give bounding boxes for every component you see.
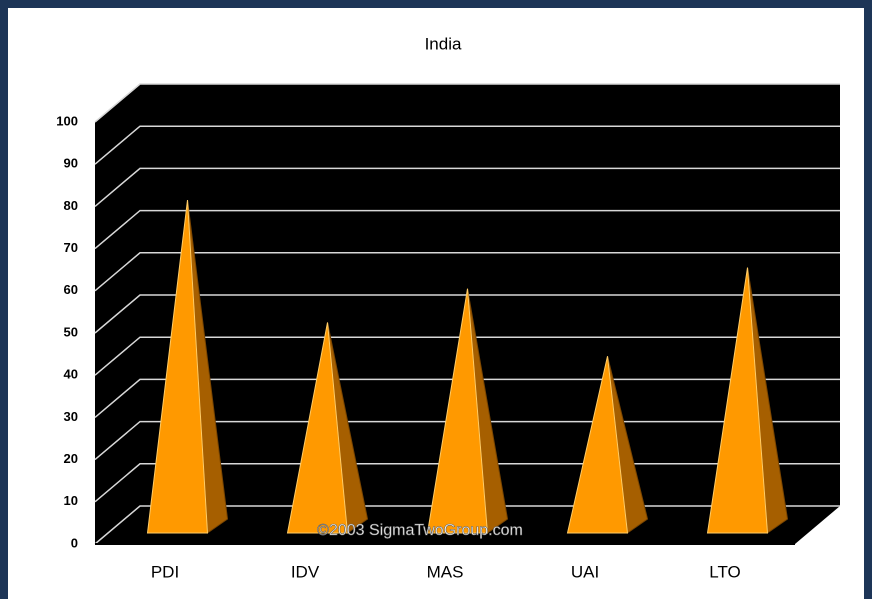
grid-line [94, 336, 840, 376]
pyramid [146, 199, 229, 534]
pyramid-front [566, 356, 629, 534]
chart-title: India [425, 34, 462, 53]
y-tick-label: 90 [64, 156, 78, 171]
y-tick-label: 10 [64, 493, 78, 508]
y-tick-label: 40 [64, 367, 78, 382]
grid-line [94, 167, 840, 207]
y-tick-label: 70 [64, 240, 78, 255]
pyramid [426, 288, 509, 534]
y-tick-label: 100 [56, 113, 78, 128]
y-tick-label: 50 [64, 324, 78, 339]
grid-line [94, 83, 840, 123]
x-tick-label: MAS [427, 562, 464, 581]
pyramid [286, 322, 369, 534]
y-tick-label: 0 [71, 535, 78, 550]
pyramid-front [146, 200, 209, 534]
grid-line [94, 209, 840, 250]
pyramid-front [426, 288, 489, 534]
x-tick-label: PDI [151, 562, 179, 581]
pyramid [706, 267, 789, 534]
grid-line [94, 252, 840, 292]
x-tick-label: UAI [571, 562, 599, 581]
watermark: ©2003 SigmaTwoGroup.com [317, 522, 523, 539]
x-tick-label: LTO [709, 562, 741, 581]
pyramid-front [286, 322, 349, 534]
y-tick-label: 60 [64, 282, 78, 297]
pyramid [566, 356, 649, 534]
pyramid-front [706, 267, 769, 534]
y-tick-label: 80 [64, 198, 78, 213]
grid-line [94, 125, 840, 165]
grid-line [94, 294, 840, 334]
x-tick-label: IDV [291, 562, 320, 581]
y-tick-label: 20 [64, 451, 78, 466]
y-tick-label: 30 [64, 409, 78, 424]
